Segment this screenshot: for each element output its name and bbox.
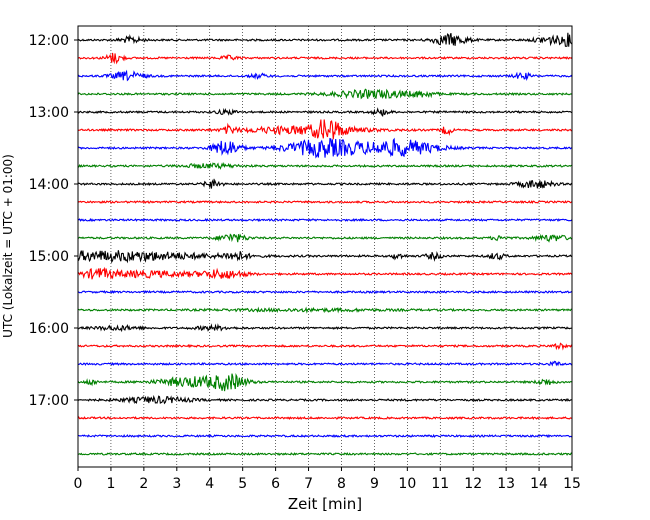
trace-group: [77, 32, 573, 457]
trace-line: [77, 162, 573, 170]
x-tick-label: 1: [106, 476, 115, 492]
x-tick-label: 5: [238, 476, 247, 492]
grid-lines: [110, 26, 540, 467]
trace-line: [77, 451, 573, 457]
trace-line: [77, 200, 573, 204]
trace-line: [77, 233, 573, 243]
x-tick-label: 8: [337, 476, 346, 492]
trace-line: [77, 290, 573, 294]
trace-line: [77, 416, 573, 421]
x-tick-label: 10: [398, 476, 416, 492]
y-tick-label: 14:00: [29, 177, 69, 193]
y-tick-label: 16:00: [29, 321, 69, 337]
y-tick-label: 13:00: [29, 105, 69, 121]
x-tick-label: 15: [563, 476, 581, 492]
y-axis: 12:00 13:00 14:00 15:00 16:00 17:00: [29, 33, 78, 409]
x-tick-label: 13: [497, 476, 515, 492]
x-tick-label: 11: [431, 476, 449, 492]
trace-line: [77, 394, 573, 405]
trace-line: [77, 323, 573, 333]
x-axis: 0 1 2 3 4 5 6 7 8 9 10 11 12 13 14 15: [74, 467, 581, 492]
trace-line: [77, 342, 573, 351]
trace-line: [77, 52, 573, 65]
trace-line: [77, 373, 573, 392]
trace-line: [77, 306, 573, 314]
trace-line: [77, 266, 573, 280]
x-tick-label: 3: [172, 476, 181, 492]
trace-line: [77, 360, 573, 367]
x-tick-label: 4: [205, 476, 214, 492]
y-tick-label: 15:00: [29, 249, 69, 265]
trace-line: [77, 32, 573, 47]
y-tick-label: 17:00: [29, 393, 69, 409]
trace-line: [77, 250, 573, 264]
trace-line: [77, 107, 573, 117]
x-tick-label: 6: [271, 476, 280, 492]
trace-line: [77, 119, 573, 140]
x-tick-label: 9: [370, 476, 379, 492]
plot-frame: [77, 25, 573, 468]
y-tick-label: 12:00: [29, 33, 69, 49]
x-tick-label: 0: [74, 476, 83, 492]
x-tick-label: 14: [530, 476, 548, 492]
trace-line: [77, 69, 573, 82]
x-tick-label: 12: [464, 476, 482, 492]
x-tick-label: 2: [139, 476, 148, 492]
x-axis-label: Zeit [min]: [288, 495, 362, 513]
x-tick-label: 7: [304, 476, 313, 492]
y-axis-label: UTC (Lokalzeit = UTC + 01:00): [1, 154, 15, 338]
trace-line: [77, 178, 573, 189]
trace-line: [77, 88, 573, 100]
trace-line: [77, 217, 573, 223]
trace-line: [77, 433, 573, 439]
trace-line: [77, 137, 573, 159]
